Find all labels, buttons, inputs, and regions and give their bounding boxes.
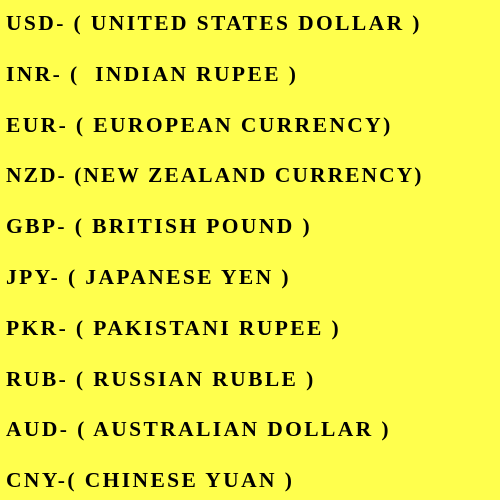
currency-line-jpy: JPY- ( JAPANESE YEN ) bbox=[6, 265, 291, 289]
currency-line-aud: AUD- ( AUSTRALIAN DOLLAR ) bbox=[6, 417, 391, 441]
currency-line-gbp: GBP- ( BRITISH POUND ) bbox=[6, 214, 313, 238]
currency-line-cny: CNY-( CHINESE YUAN ) bbox=[6, 468, 295, 492]
currency-line-usd: USD- ( UNITED STATES DOLLAR ) bbox=[6, 11, 422, 35]
currency-line-rub: RUB- ( RUSSIAN RUBLE ) bbox=[6, 367, 316, 391]
currency-line-inr: INR- ( INDIAN RUPEE ) bbox=[6, 62, 299, 86]
currency-line-eur: EUR- ( EUROPEAN CURRENCY) bbox=[6, 113, 393, 137]
currency-line-nzd: NZD- (NEW ZEALAND CURRENCY) bbox=[6, 163, 424, 187]
currency-line-pkr: PKR- ( PAKISTANI RUPEE ) bbox=[6, 316, 342, 340]
